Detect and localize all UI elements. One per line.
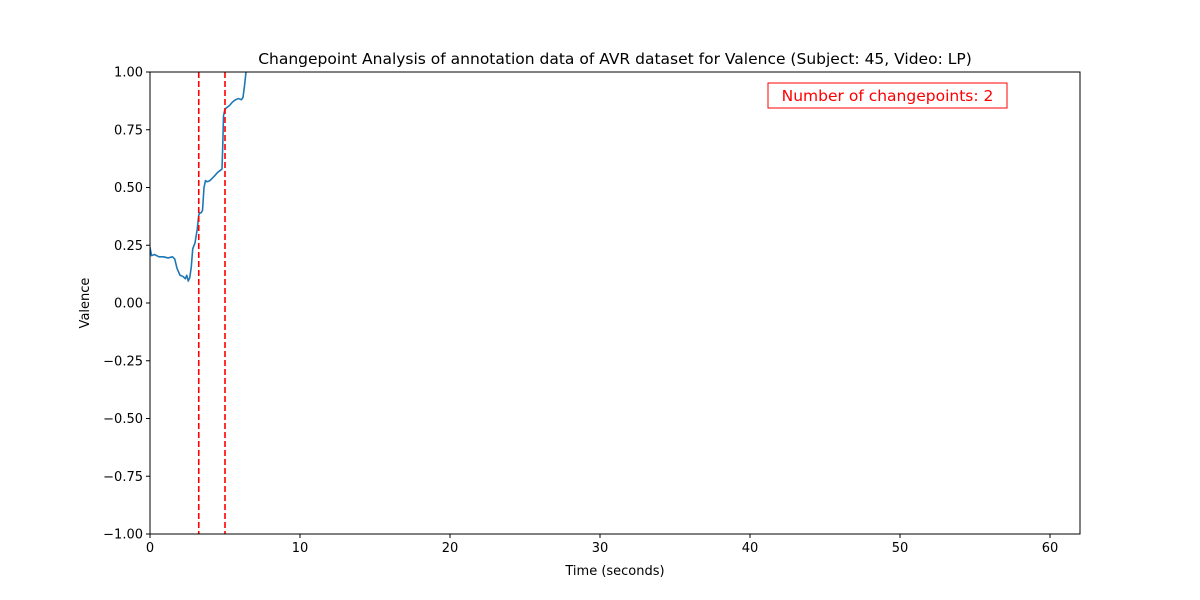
series-layer	[150, 72, 247, 282]
y-tick-label: −0.75	[103, 470, 143, 485]
x-tick-label: 60	[1042, 541, 1059, 556]
changepoint-annotation: Number of changepoints: 2	[767, 82, 1008, 109]
chart-title: Changepoint Analysis of annotation data …	[258, 50, 972, 68]
x-tick-label: 40	[742, 541, 759, 556]
series-line	[150, 72, 247, 282]
y-tick-label: −0.25	[103, 354, 143, 369]
x-tick-label: 10	[292, 541, 309, 556]
x-tick-label: 50	[892, 541, 909, 556]
y-tick-label: 0.75	[114, 123, 143, 138]
plot-background	[150, 72, 1080, 534]
x-tick-label: 0	[146, 541, 154, 556]
annotation-box	[767, 82, 1008, 109]
y-tick-label: 1.00	[114, 66, 143, 81]
changepoint-layer	[197, 72, 226, 534]
y-axis: 1.00 0.75 0.50 0.25 0.00 −0.25 −0.50 −0.75 −1.00	[103, 66, 150, 543]
x-tick-label: 20	[442, 541, 459, 556]
y-tick-label: −1.00	[103, 528, 143, 543]
y-axis-label: Valence	[78, 278, 93, 329]
x-axis-label: Time (seconds)	[564, 564, 664, 579]
plot-area	[149, 71, 1081, 535]
y-tick-label: 0.00	[114, 297, 143, 312]
y-tick-label: 0.25	[114, 239, 143, 254]
x-tick-label: 30	[592, 541, 609, 556]
y-tick-label: 0.50	[114, 181, 143, 196]
data-layer	[150, 72, 247, 534]
annotation-text: Number of changepoints: 2	[782, 87, 994, 105]
x-axis: 0 10 20 30 40 50 60	[146, 534, 1058, 556]
y-tick-label: −0.50	[103, 412, 143, 427]
